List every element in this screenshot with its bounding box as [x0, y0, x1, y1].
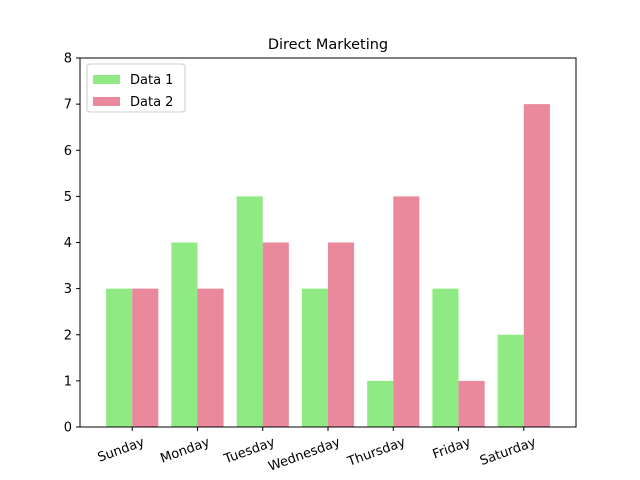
x-tick-label-monday: Monday — [158, 435, 212, 467]
bar-data-2-thursday — [393, 196, 420, 428]
y-tick-label: 5 — [64, 190, 72, 205]
legend: Data 1 Data 2 — [86, 63, 186, 113]
bar-data-1-wednesday — [301, 288, 328, 428]
bar-data-2-sunday — [132, 288, 159, 428]
plot-frame — [79, 57, 577, 428]
y-tick-label: 7 — [64, 98, 72, 113]
bar-data-1-tuesday — [236, 196, 263, 428]
legend-swatch-data-2 — [93, 97, 120, 106]
bar-data-2-saturday — [523, 104, 550, 428]
y-tick-label: 3 — [64, 282, 72, 297]
y-tick-label: 8 — [64, 52, 72, 67]
bar-data-1-monday — [171, 242, 198, 427]
legend-label-data-2: Data 2 — [130, 95, 173, 110]
bar-data-2-wednesday — [328, 242, 355, 427]
x-tick-label-wednesday: Wednesday — [267, 435, 343, 475]
y-tick-label: 2 — [64, 328, 72, 343]
bar-data-2-friday — [458, 380, 485, 428]
bar-data-1-thursday — [367, 380, 394, 428]
y-tick-label: 1 — [64, 374, 72, 389]
bar-data-1-saturday — [497, 334, 524, 427]
y-axis: 0 1 2 3 4 5 6 7 8 — [64, 52, 80, 436]
chart-title: Direct Marketing — [268, 37, 388, 53]
bar-data-1-friday — [432, 288, 459, 428]
legend-swatch-data-1 — [93, 75, 120, 84]
bar-data-2-monday — [197, 288, 224, 428]
y-tick-label: 6 — [64, 144, 72, 159]
bar-data-1-sunday — [106, 288, 133, 428]
x-tick-label-saturday: Saturday — [478, 435, 538, 469]
legend-label-data-1: Data 1 — [130, 73, 173, 88]
y-tick-label: 0 — [64, 421, 72, 436]
bar-data-2-tuesday — [262, 242, 289, 427]
x-tick-label-sunday: Sunday — [96, 435, 147, 466]
x-tick-label-thursday: Thursday — [345, 435, 408, 470]
bars-layer — [106, 104, 550, 428]
x-tick-label-friday: Friday — [431, 435, 473, 463]
y-tick-label: 4 — [64, 236, 72, 251]
